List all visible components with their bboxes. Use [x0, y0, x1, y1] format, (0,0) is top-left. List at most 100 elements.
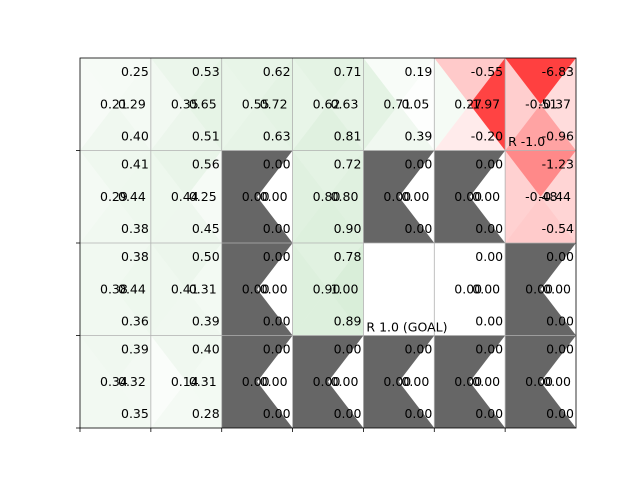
triangle-left-r0-c1	[150, 58, 187, 151]
wall-notch-r3-c6	[540, 335, 576, 428]
value-right-r1-c0: 0.44	[118, 189, 146, 204]
value-down-r2-c3: 0.89	[334, 314, 362, 329]
triangle-right-r2-c1	[186, 243, 222, 336]
value-down-r1-c3: 0.90	[334, 221, 362, 236]
value-right-r2-c0: 0.44	[118, 281, 146, 296]
value-left-r0-c1: 0.35	[171, 96, 199, 111]
value-up-r2-c2: 0.00	[263, 249, 291, 264]
value-up-r3-c1: 0.40	[192, 342, 220, 357]
value-down-r0-c3: 0.81	[334, 129, 362, 144]
triangle-right-r3-c0	[115, 335, 151, 428]
value-right-r2-c3: 1.00	[331, 281, 359, 296]
value-labels: 0.250.210.290.400.530.350.650.510.620.55…	[100, 64, 574, 421]
triangle-left-r1-c3	[292, 150, 328, 243]
value-down-r3-c6: 0.00	[546, 406, 574, 421]
value-right-r0-c6: -0.37	[539, 96, 571, 111]
value-down-r2-c0: 0.36	[121, 314, 149, 329]
triangle-up-r0-c1	[150, 58, 222, 105]
triangle-left-r0-c4	[363, 58, 399, 151]
triangle-right-r0-c5	[469, 58, 506, 151]
value-left-r1-c6: -0.48	[525, 189, 557, 204]
value-left-r0-c4: 0.71	[383, 96, 411, 111]
triangle-down-r1-c6	[505, 196, 576, 243]
triangle-up-r0-c2	[221, 58, 293, 105]
value-right-r3-c6: 0.00	[543, 374, 571, 389]
value-up-r2-c3: 0.78	[334, 249, 362, 264]
value-down-r3-c1: 0.28	[192, 406, 220, 421]
triangle-up-r2-c1	[150, 243, 222, 290]
triangle-up-r1-c0	[80, 150, 151, 197]
value-left-r2-c1: 0.41	[171, 281, 199, 296]
wall-notch-r3-c5	[469, 335, 506, 428]
value-down-r1-c1: 0.45	[192, 221, 220, 236]
value-up-r1-c3: 0.72	[334, 157, 362, 172]
triangle-right-r1-c0	[115, 150, 151, 243]
wall-notch-r3-c3	[328, 335, 364, 428]
triangle-down-r0-c0	[80, 104, 151, 151]
value-up-r2-c5: 0.00	[475, 249, 503, 264]
triangle-up-r0-c0	[80, 58, 151, 105]
wall-notch-r1-c4	[398, 150, 435, 243]
triangle-up-r2-c0	[80, 243, 151, 290]
value-down-r0-c2: 0.63	[263, 129, 291, 144]
value-left-r1-c1: 0.44	[171, 189, 199, 204]
triangle-left-r2-c0	[80, 243, 116, 336]
value-up-r1-c4: 0.00	[404, 157, 432, 172]
value-left-r3-c3: 0.00	[313, 374, 341, 389]
value-up-r1-c0: 0.41	[121, 157, 149, 172]
value-left-r3-c5: 0.00	[454, 374, 482, 389]
value-right-r2-c2: 0.00	[260, 281, 288, 296]
triangle-left-r0-c3	[292, 58, 328, 151]
value-left-r1-c3: 0.80	[313, 189, 341, 204]
triangle-up-r3-c0	[80, 335, 151, 382]
value-right-r0-c0: 0.29	[118, 96, 146, 111]
value-up-r3-c4: 0.00	[404, 342, 432, 357]
wall-notch-r3-c2	[257, 335, 293, 428]
value-right-r0-c1: 0.65	[189, 96, 217, 111]
value-up-r2-c0: 0.38	[121, 249, 149, 264]
value-down-r2-c1: 0.39	[192, 314, 220, 329]
value-up-r1-c1: 0.56	[192, 157, 220, 172]
triangle-up-r0-c6	[505, 58, 576, 105]
triangle-down-r3-c1	[150, 381, 222, 428]
triangle-down-r1-c1	[150, 196, 222, 243]
triangle-down-r3-c0	[80, 381, 151, 428]
value-down-r0-c6: -0.96	[542, 129, 574, 144]
triangle-up-r1-c3	[292, 150, 364, 197]
value-up-r1-c2: 0.00	[263, 157, 291, 172]
value-right-r2-c5: 0.00	[472, 281, 500, 296]
value-up-r0-c1: 0.53	[192, 64, 220, 79]
triangle-right-r2-c3	[328, 243, 364, 336]
triangle-right-r2-c0	[115, 243, 151, 336]
triangle-down-r0-c2	[221, 104, 293, 151]
triangle-down-r2-c3	[292, 289, 364, 336]
value-up-r1-c5: 0.00	[475, 157, 503, 172]
value-down-r0-c0: 0.40	[121, 129, 149, 144]
value-left-r0-c2: 0.55	[242, 96, 270, 111]
value-left-r1-c5: 0.00	[454, 189, 482, 204]
value-up-r3-c0: 0.39	[121, 342, 149, 357]
grid-lines	[80, 58, 576, 428]
value-left-r3-c4: 0.00	[383, 374, 411, 389]
value-right-r0-c4: 0.05	[401, 96, 429, 111]
value-left-r2-c0: 0.38	[100, 281, 128, 296]
value-down-r0-c5: -0.20	[471, 129, 503, 144]
value-up-r2-c6: 0.00	[546, 249, 574, 264]
value-left-r2-c5: 0.00	[454, 281, 482, 296]
value-left-r2-c6: 0.00	[525, 281, 553, 296]
triangle-down-r0-c4	[363, 104, 435, 151]
value-left-r0-c6: -0.51	[525, 96, 557, 111]
triangle-left-r2-c1	[150, 243, 187, 336]
value-right-r3-c2: 0.00	[260, 374, 288, 389]
value-right-r3-c3: 0.00	[331, 374, 359, 389]
wall-notch-r1-c5	[469, 150, 506, 243]
value-right-r3-c5: 0.00	[472, 374, 500, 389]
value-up-r3-c3: 0.00	[334, 342, 362, 357]
value-up-r0-c6: -6.83	[542, 64, 574, 79]
value-right-r3-c1: 0.31	[189, 374, 217, 389]
value-left-r2-c3: 0.90	[313, 281, 341, 296]
value-left-r2-c2: 0.00	[242, 281, 270, 296]
value-up-r2-c1: 0.50	[192, 249, 220, 264]
value-right-r0-c3: 0.63	[331, 96, 359, 111]
triangle-down-r1-c3	[292, 196, 364, 243]
